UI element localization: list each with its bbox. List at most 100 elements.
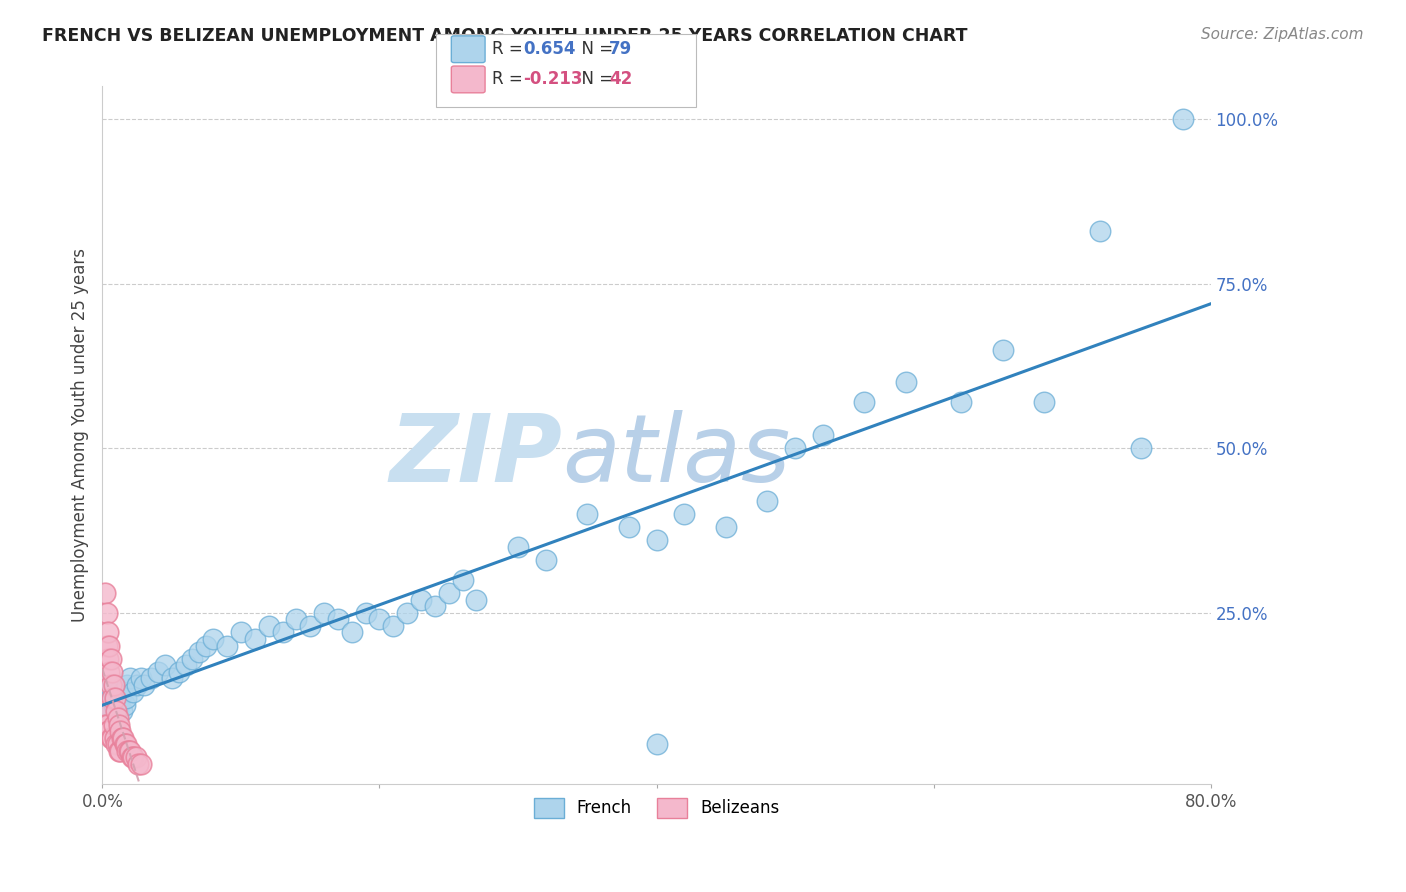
Point	[188, 645, 211, 659]
Point	[111, 704, 134, 718]
Point	[125, 678, 148, 692]
Point	[104, 691, 127, 706]
Point	[100, 704, 122, 718]
Text: -0.213: -0.213	[523, 70, 582, 88]
Point	[100, 678, 122, 692]
Text: N =: N =	[571, 40, 619, 58]
Point	[783, 441, 806, 455]
Point	[101, 731, 124, 745]
Point	[576, 507, 599, 521]
Point	[451, 573, 474, 587]
Point	[103, 717, 125, 731]
Point	[93, 704, 115, 718]
Point	[1171, 112, 1194, 127]
Point	[409, 592, 432, 607]
Point	[103, 678, 125, 692]
Point	[1130, 441, 1153, 455]
Point	[110, 744, 132, 758]
Point	[382, 619, 405, 633]
Point	[115, 691, 138, 706]
Text: Source: ZipAtlas.com: Source: ZipAtlas.com	[1201, 27, 1364, 42]
Text: N =: N =	[571, 70, 619, 88]
Point	[108, 744, 131, 758]
Point	[285, 612, 308, 626]
Point	[108, 698, 131, 712]
Point	[181, 651, 204, 665]
Point	[312, 606, 335, 620]
Point	[645, 737, 668, 751]
Point	[94, 704, 117, 718]
Point	[534, 553, 557, 567]
Point	[174, 658, 197, 673]
Point	[104, 731, 127, 745]
Point	[96, 691, 118, 706]
Point	[94, 717, 117, 731]
Point	[122, 684, 145, 698]
Point	[950, 395, 973, 409]
Point	[146, 665, 169, 679]
Point	[271, 625, 294, 640]
Point	[217, 639, 239, 653]
Point	[105, 737, 128, 751]
Point	[105, 704, 128, 718]
Point	[423, 599, 446, 613]
Point	[112, 731, 135, 745]
Point	[153, 658, 176, 673]
Point	[991, 343, 1014, 357]
Point	[114, 698, 136, 712]
Point	[195, 639, 218, 653]
Point	[107, 684, 129, 698]
Point	[112, 684, 135, 698]
Point	[98, 678, 121, 692]
Point	[127, 756, 149, 771]
Point	[811, 428, 834, 442]
Point	[129, 756, 152, 771]
Point	[105, 691, 128, 706]
Point	[98, 684, 121, 698]
Legend: French, Belizeans: French, Belizeans	[527, 791, 786, 824]
Point	[110, 691, 132, 706]
Point	[120, 744, 142, 758]
Point	[617, 520, 640, 534]
Point	[120, 672, 142, 686]
Point	[132, 678, 155, 692]
Text: atlas: atlas	[562, 410, 790, 501]
Point	[101, 691, 124, 706]
Point	[326, 612, 349, 626]
Point	[107, 711, 129, 725]
Text: 42: 42	[609, 70, 633, 88]
Point	[160, 672, 183, 686]
Point	[96, 717, 118, 731]
Point	[100, 731, 122, 745]
Point	[100, 651, 122, 665]
Point	[98, 639, 121, 653]
Point	[115, 737, 138, 751]
Point	[354, 606, 377, 620]
Point	[853, 395, 876, 409]
Point	[1033, 395, 1056, 409]
Y-axis label: Unemployment Among Youth under 25 years: Unemployment Among Youth under 25 years	[72, 248, 89, 622]
Point	[125, 750, 148, 764]
Point	[98, 724, 121, 739]
Point	[104, 684, 127, 698]
Point	[108, 698, 131, 712]
Point	[243, 632, 266, 646]
Point	[117, 678, 139, 692]
Point	[97, 698, 120, 712]
Point	[229, 625, 252, 640]
Point	[114, 737, 136, 751]
Point	[107, 704, 129, 718]
Point	[167, 665, 190, 679]
Text: ZIP: ZIP	[389, 410, 562, 502]
Point	[673, 507, 696, 521]
Point	[506, 540, 529, 554]
Point	[465, 592, 488, 607]
Point	[645, 533, 668, 548]
Point	[368, 612, 391, 626]
Point	[104, 691, 127, 706]
Point	[100, 704, 122, 718]
Point	[894, 376, 917, 390]
Point	[117, 744, 139, 758]
Point	[94, 586, 117, 600]
Point	[101, 665, 124, 679]
